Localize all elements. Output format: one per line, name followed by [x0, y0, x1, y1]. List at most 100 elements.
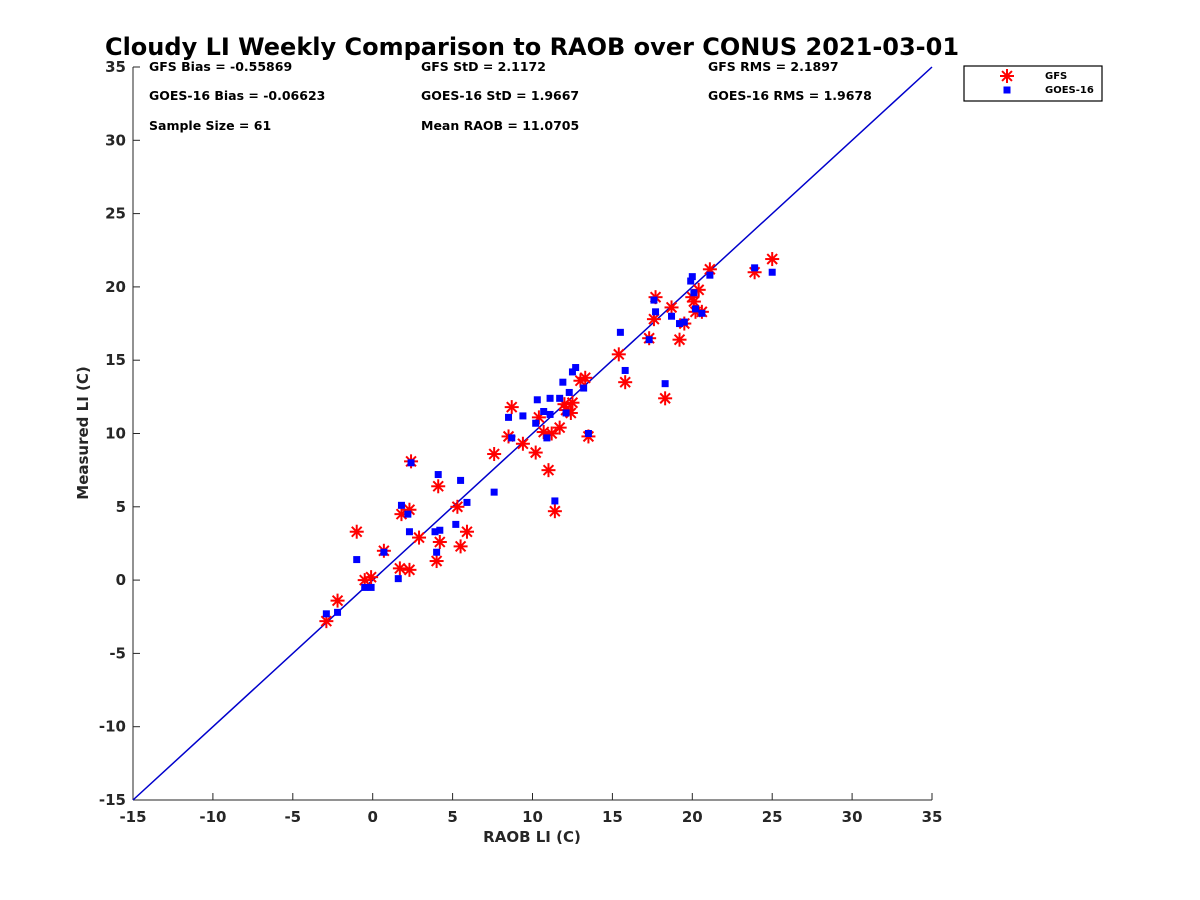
gfs-point [658, 391, 673, 406]
goes16-point [361, 583, 369, 591]
x-tick-label: -10 [199, 808, 226, 826]
goes16-point [533, 396, 541, 404]
legend-gfs-label: GFS [1045, 71, 1067, 82]
x-tick-label: 5 [447, 808, 457, 826]
gfs-point [547, 504, 562, 519]
goes16-point [334, 608, 342, 616]
gfs-point [515, 436, 530, 451]
goes16-point [433, 548, 441, 556]
stat-goes16-rms: GOES-16 RMS = 1.9678 [708, 88, 872, 103]
goes16-point [706, 271, 714, 279]
y-tick-label: -10 [99, 718, 126, 736]
x-tick-label: 10 [522, 808, 543, 826]
goes16-point [650, 296, 658, 304]
goes16-point [434, 471, 442, 479]
goes16-point [532, 419, 540, 427]
gfs-point [664, 300, 679, 315]
goes16-point [546, 394, 554, 402]
goes16-point [616, 328, 624, 336]
goes16-point [407, 459, 415, 467]
gfs-point [672, 332, 687, 347]
gfs-point [431, 479, 446, 494]
goes16-point [457, 476, 465, 484]
legend-gfs-marker [1000, 69, 1014, 83]
y-tick-label: -5 [109, 644, 126, 662]
x-tick-label: 15 [602, 808, 623, 826]
gfs-point [412, 530, 427, 545]
x-tick-label: 0 [367, 808, 377, 826]
gfs-point [453, 539, 468, 554]
gfs-point [504, 400, 519, 415]
goes16-point [621, 366, 629, 374]
gfs-point [765, 252, 780, 267]
goes16-point [580, 384, 588, 392]
y-tick-label: -15 [99, 791, 126, 809]
y-tick-label: 0 [116, 571, 126, 589]
gfs-point [349, 524, 364, 539]
goes16-point [691, 305, 699, 313]
goes16-point [452, 520, 460, 528]
goes16-point [367, 583, 375, 591]
goes16-point [431, 528, 439, 536]
y-tick-label: 35 [105, 58, 126, 76]
x-tick-label: 30 [842, 808, 863, 826]
goes16-point [698, 309, 706, 317]
goes16-point [380, 548, 388, 556]
goes16-point [645, 336, 653, 344]
gfs-point [487, 447, 502, 462]
goes16-point [768, 268, 776, 276]
goes16-point [687, 277, 695, 285]
stat-gfs-std: GFS StD = 2.1172 [421, 59, 546, 74]
goes16-point [676, 320, 684, 328]
y-axis-label: Measured LI (C) [74, 366, 92, 499]
goes16-series [322, 264, 776, 618]
chart-title: Cloudy LI Weekly Comparison to RAOB over… [105, 33, 959, 61]
goes16-point [680, 318, 688, 326]
gfs-point [432, 534, 447, 549]
x-tick-label: -15 [119, 808, 146, 826]
x-axis-label: RAOB LI (C) [483, 828, 581, 846]
legend: GFS GOES-16 [963, 65, 1103, 102]
goes16-point [353, 556, 361, 564]
stat-sample-size: Sample Size = 61 [149, 118, 271, 133]
goes16-point [519, 412, 527, 420]
goes16-point [652, 308, 660, 316]
y-tick-label: 5 [116, 498, 126, 516]
gfs-point [459, 524, 474, 539]
gfs-point [429, 554, 444, 569]
gfs-point [552, 420, 567, 435]
stat-goes16-std: GOES-16 StD = 1.9667 [421, 88, 579, 103]
goes16-point [540, 408, 548, 416]
goes16-point [565, 388, 573, 396]
y-tick-label: 20 [105, 278, 126, 296]
y-tick-label: 10 [105, 425, 126, 443]
goes16-point [405, 528, 413, 536]
one-to-one-line [132, 66, 933, 801]
goes16-point [751, 264, 759, 272]
gfs-point [330, 593, 345, 608]
gfs-point [528, 445, 543, 460]
gfs-point [450, 499, 465, 514]
goes16-point [543, 434, 551, 442]
goes16-point [668, 312, 676, 320]
gfs-point [565, 395, 580, 410]
stat-gfs-bias: GFS Bias = -0.55869 [149, 59, 292, 74]
goes16-point [404, 510, 412, 518]
goes16-point [690, 289, 698, 297]
y-axis-ticks: -15 -10 -5 0 5 10 15 20 25 30 35 [99, 58, 140, 809]
y-tick-label: 30 [105, 131, 126, 149]
x-axis-ticks: -15 -10 -5 0 5 10 15 20 25 30 35 [119, 793, 942, 826]
stat-gfs-rms: GFS RMS = 2.1897 [708, 59, 839, 74]
stat-mean-raob: Mean RAOB = 11.0705 [421, 118, 579, 133]
x-tick-label: -5 [284, 808, 301, 826]
gfs-point [578, 370, 593, 385]
legend-goes16-label: GOES-16 [1045, 85, 1094, 96]
stats-block: GFS Bias = -0.55869 GFS StD = 2.1172 GFS… [149, 59, 872, 133]
goes16-point [568, 368, 576, 376]
goes16-point [397, 501, 405, 509]
legend-goes16-marker [1003, 86, 1011, 94]
gfs-point [611, 347, 626, 362]
y-tick-label: 25 [105, 205, 126, 223]
goes16-point [551, 497, 559, 505]
